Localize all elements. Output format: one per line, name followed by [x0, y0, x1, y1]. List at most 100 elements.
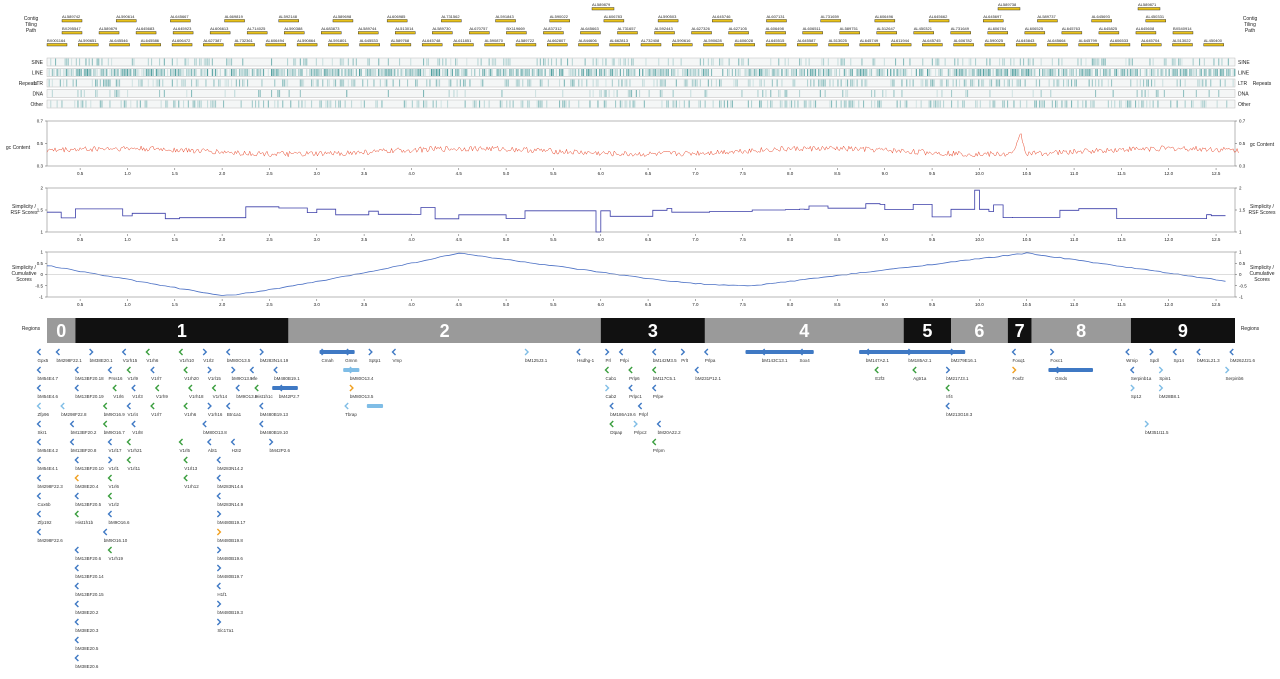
gene-label: bM54E4.7 [38, 376, 59, 381]
clone-name: AL611944 [891, 38, 910, 43]
clone-name: AL645745 [922, 38, 941, 43]
gene-label: Sox4 [800, 358, 811, 363]
gene-label: Sptp1 [369, 358, 381, 363]
region-label: 4 [799, 321, 809, 341]
clone-name: BX001164 [47, 38, 66, 43]
rsf-ytick: 2 [1239, 186, 1242, 191]
clone-name: AL645663 [580, 26, 599, 31]
clone-name: AL670757 [469, 26, 488, 31]
clone-bar [1145, 19, 1167, 23]
gene-label: bM298F22.6 [38, 538, 64, 543]
gene-label: bM351I11.5 [1145, 430, 1169, 435]
clone-name: AL589742 [62, 14, 81, 19]
gene-label: bM480B19.1 [274, 376, 300, 381]
clone-name: AL645763 [1062, 26, 1081, 31]
clone-bar [797, 43, 818, 47]
x-tick-label: 9.5 [929, 171, 936, 176]
gene-label: bM298F22.3 [38, 484, 64, 489]
gene-label: V1rl11 [127, 466, 140, 471]
gene-arrow-icon [36, 366, 42, 374]
gene-label: Slc17a1 [217, 628, 234, 633]
region-block-3 [600, 318, 705, 343]
gene-label: V1rl4 [127, 412, 138, 417]
clone-bar [672, 43, 693, 47]
gene-arrow-icon [1149, 348, 1154, 356]
gene-arrow-icon [102, 420, 108, 428]
clone-bar [928, 19, 950, 23]
gene-arrow-icon [107, 474, 113, 482]
gene-arrow-icon [637, 402, 643, 410]
clone-name: AL606525 [1025, 26, 1044, 31]
x-tick-label: 11.5 [1117, 237, 1126, 242]
clone-bar [328, 43, 349, 47]
x-tick-label: 11.0 [1070, 171, 1079, 176]
clone-name: AL589768 [391, 38, 410, 43]
x-tick-label: 11.5 [1117, 171, 1126, 176]
gene-label: Serpinb6 [1226, 376, 1245, 381]
gc-ytick: 0.5 [1239, 141, 1246, 146]
gene-label: bM13BF20.18 [75, 376, 104, 381]
repeat-row-label: LTR [1238, 81, 1247, 87]
gene-label: bM80O13.4 [350, 376, 374, 381]
clone-name: AL645799 [1079, 38, 1098, 43]
clone-name: AL645664 [1047, 38, 1066, 43]
gene-label: bM117C5.1 [653, 376, 676, 381]
gene-label: V1rh20 [184, 376, 199, 381]
gene-arrow-icon [1011, 348, 1017, 356]
x-tick-label: 5.5 [550, 302, 557, 307]
cumulative-ytick: -0.5 [35, 283, 43, 288]
gene-arrow-icon [216, 510, 222, 518]
gene-label: Abt1 [208, 448, 218, 453]
x-tick-label: 4.0 [408, 237, 415, 242]
clone-name: AL731649 [951, 26, 970, 31]
clone-bar [61, 19, 83, 23]
gene-label: bM20A22.2 [658, 430, 682, 435]
region-label: 1 [177, 321, 187, 341]
gene-arrow-icon [912, 366, 917, 374]
gene-arrow-icon [1158, 366, 1164, 374]
clone-name: AL627105 [729, 26, 748, 31]
gene-arrow-icon [131, 420, 136, 428]
gene-label: Prlpe [653, 394, 664, 399]
clone-bar [654, 31, 675, 35]
gene-arrow-icon [651, 366, 657, 374]
region-label: 9 [1178, 321, 1188, 341]
gene-arrow-icon [183, 366, 188, 374]
gene-label: H1f1 [217, 592, 227, 597]
clone-bar [61, 31, 83, 35]
clone-bar [734, 43, 755, 47]
clone-bar [876, 31, 897, 35]
x-tick-label: 2.0 [219, 237, 226, 242]
gene-arrow-icon [694, 366, 699, 374]
gene-arrow-icon [216, 582, 221, 590]
clone-bar [224, 19, 245, 23]
clone-bar [1091, 19, 1112, 23]
gene-label: bM231P12.1 [695, 376, 721, 381]
gene-label: bM13BF20.10 [75, 466, 104, 471]
gene-label: Spdl [1150, 358, 1159, 363]
gene-arrow-icon [126, 366, 131, 374]
gene-label: V1rh15 [123, 358, 138, 363]
clone-name: AL589730 [432, 26, 451, 31]
clone-name: AL450331 [1146, 14, 1165, 19]
gene-arrow-icon [230, 438, 236, 446]
gene-arrow-icon [36, 528, 42, 536]
gene-label: bM80O13.8 [203, 430, 227, 435]
gene-arrow-icon [254, 384, 259, 392]
rsf-label-left: RSF Scores [11, 210, 38, 216]
region-label: 7 [1015, 321, 1025, 341]
gene-label: Foxc1 [1050, 358, 1063, 363]
gene-label: Wrnip [1126, 358, 1138, 363]
gene-arrow-icon [36, 402, 42, 410]
x-tick-label: 11.0 [1070, 237, 1079, 242]
clone-name: AL606985 [387, 14, 406, 19]
gene-arrow-icon [216, 600, 222, 608]
gene-label: V1rl8 [132, 430, 143, 435]
gc-label-left: gc Content [6, 145, 31, 151]
clone-bar [953, 43, 974, 47]
clone-bar [203, 43, 224, 47]
clone-bar [265, 43, 287, 47]
gene-label: bM13BF20.15 [75, 592, 104, 597]
clone-bar [109, 43, 130, 47]
region-block-2 [288, 318, 601, 343]
